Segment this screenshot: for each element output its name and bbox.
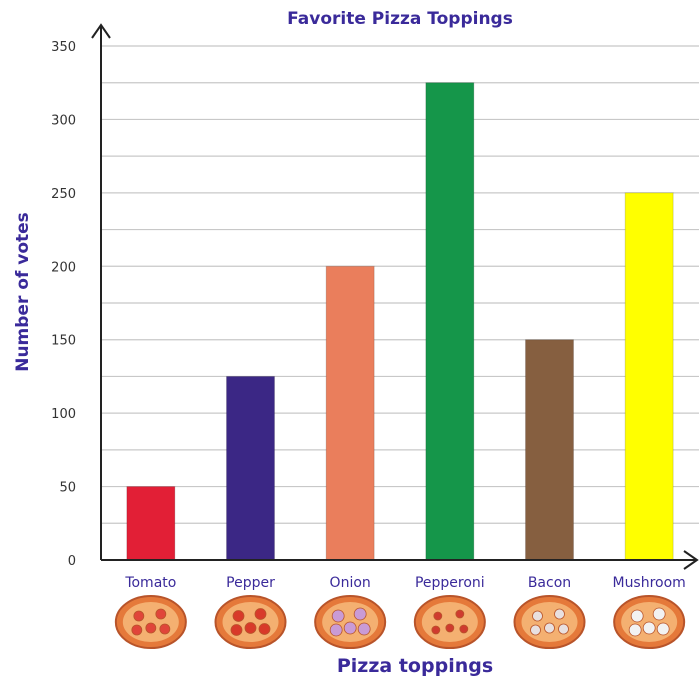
axes — [91, 23, 699, 570]
x-tick-label: Mushroom — [612, 575, 685, 591]
bar-tomato — [126, 486, 176, 561]
bar-bacon — [525, 339, 574, 561]
x-tick-label: Pepperoni — [415, 575, 485, 591]
x-tick-label: Tomato — [124, 575, 176, 591]
x-axis-arrow-icon — [683, 550, 699, 570]
y-tick-label: 300 — [51, 113, 76, 128]
y-axis-arrow-icon — [91, 23, 111, 39]
y-tick-label: 100 — [51, 407, 76, 422]
bar-pepper — [226, 375, 275, 561]
y-tick-label: 250 — [51, 187, 76, 202]
x-tick-label: Bacon — [528, 575, 571, 591]
onion-pizza-icon — [314, 595, 387, 649]
pizza-icons — [114, 595, 686, 649]
y-tick-label: 150 — [51, 334, 76, 349]
bar-pepperoni — [425, 82, 475, 561]
chart-title: Favorite Pizza Toppings — [287, 9, 513, 29]
gridlines — [101, 45, 699, 524]
bacon-pizza-icon — [513, 595, 586, 649]
y-tick-labels: 0 50 100 150 200 250 300 350 — [51, 40, 76, 569]
y-tick-label: 50 — [59, 481, 76, 496]
y-tick-label: 0 — [68, 554, 76, 569]
bars — [126, 82, 674, 561]
x-tick-label: Pepper — [226, 575, 275, 591]
x-tick-labels: Tomato Pepper Onion Pepperoni Bacon Mushroom — [124, 575, 686, 591]
pepper-pizza-icon — [214, 595, 287, 649]
bar-onion — [325, 265, 375, 561]
pepperoni-pizza-icon — [413, 595, 486, 649]
x-axis-label: Pizza toppings — [337, 655, 493, 677]
y-axis-label: Number of votes — [13, 212, 33, 372]
tomato-pizza-icon — [114, 595, 187, 649]
mushroom-pizza-icon — [613, 595, 686, 649]
y-tick-label: 200 — [51, 260, 76, 275]
x-tick-label: Onion — [330, 575, 371, 591]
bar-mushroom — [624, 192, 674, 561]
y-tick-label: 350 — [51, 40, 76, 55]
